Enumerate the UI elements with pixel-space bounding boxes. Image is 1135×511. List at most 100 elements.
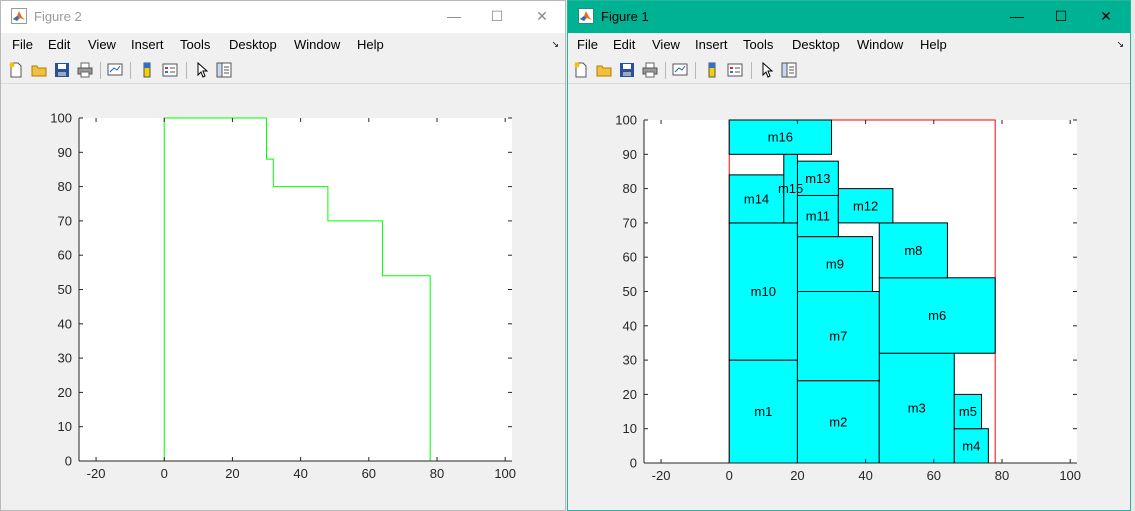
open-file-icon[interactable] [31, 62, 47, 78]
plot-area [79, 118, 512, 461]
window-title: Figure 1 [601, 9, 649, 24]
x-tick-label: 20 [225, 466, 239, 481]
rect-label-m15: m15 [778, 181, 803, 196]
x-tick-label: 40 [293, 466, 307, 481]
x-tick-label: 0 [161, 466, 168, 481]
figure-1-window: Figure 1 — ☐ ✕ File Edit View Insert Too… [567, 0, 1131, 511]
rect-label-m5: m5 [959, 404, 977, 419]
x-tick-label: -20 [652, 468, 671, 483]
insert-colorbar-icon[interactable] [704, 62, 720, 78]
maximize-icon[interactable]: ☐ [1054, 8, 1068, 24]
packed-rect-m5 [953, 393, 983, 430]
minimize-icon[interactable]: — [447, 8, 461, 24]
save-icon[interactable] [619, 62, 635, 78]
menu-edit[interactable]: Edit [48, 37, 71, 52]
menu-insert[interactable]: Insert [695, 37, 728, 52]
close-icon[interactable]: ✕ [536, 8, 548, 24]
rect-label-m14: m14 [744, 191, 769, 206]
toolbar-separator [130, 62, 131, 79]
maximize-icon[interactable]: ☐ [490, 8, 504, 24]
menu-desktop[interactable]: Desktop [792, 37, 840, 52]
toolbar-separator [186, 62, 187, 79]
packed-rect-m8 [878, 222, 948, 279]
menu-overflow-arrow-icon[interactable]: ↘ [551, 39, 559, 49]
packed-rect-m12 [837, 188, 894, 224]
menu-desktop[interactable]: Desktop [229, 37, 277, 52]
y-tick-label: 60 [58, 248, 72, 263]
x-tick-label: 60 [362, 466, 376, 481]
y-tick-label: 50 [58, 282, 72, 297]
new-figure-icon[interactable] [573, 62, 589, 78]
figure-2-plot[interactable]: -20 0 20 40 60 80 100 0 10 20 30 40 50 60 70 80 90 100 [5, 87, 561, 505]
print-icon[interactable] [642, 62, 658, 78]
x-tick-label: 80 [430, 466, 444, 481]
menu-file[interactable]: File [577, 37, 598, 52]
rect-label-m8: m8 [904, 243, 922, 258]
menu-help[interactable]: Help [357, 37, 384, 52]
pointer-icon[interactable] [194, 62, 210, 78]
print-icon[interactable] [77, 62, 93, 78]
rect-label-m3: m3 [908, 401, 926, 416]
rect-label-m6: m6 [928, 308, 946, 323]
open-file-icon[interactable] [596, 62, 612, 78]
y-tick-label: 90 [58, 145, 72, 160]
figure-canvas[interactable]: m1 m2 m3 m4 m5 m6 m7 m8 m9 m10 m11 m12 m13 m14 m15 m16 -… [572, 89, 1126, 506]
packed-rect-m4 [953, 428, 989, 464]
property-inspector-icon[interactable] [216, 62, 232, 78]
matlab-logo-icon [578, 8, 594, 24]
y-tick-label: 70 [623, 215, 637, 230]
x-tick-label: 20 [790, 468, 804, 483]
rect-label-m7: m7 [829, 329, 847, 344]
menu-tools[interactable]: Tools [743, 37, 774, 52]
insert-legend-icon[interactable] [162, 62, 178, 78]
menu-tools[interactable]: Tools [180, 37, 211, 52]
figure-2-window: Figure 2 — ☐ ✕ File Edit View Insert Too… [0, 0, 566, 511]
toolbar [568, 57, 1130, 84]
x-tick-label: 80 [995, 468, 1009, 483]
rect-label-m2: m2 [829, 414, 847, 429]
menu-view[interactable]: View [88, 37, 116, 52]
y-tick-label: 100 [615, 113, 637, 128]
menu-insert[interactable]: Insert [131, 37, 164, 52]
menu-overflow-arrow-icon[interactable]: ↘ [1116, 39, 1124, 49]
menu-window[interactable]: Window [294, 37, 341, 52]
save-icon[interactable] [54, 62, 70, 78]
matlab-logo-icon [11, 8, 27, 24]
y-tick-label: 10 [58, 419, 72, 434]
y-tick-label: 70 [58, 213, 72, 228]
figure-1-plot[interactable]: m1 m2 m3 m4 m5 m6 m7 m8 m9 m10 m11 m12 m13 m14 m15 m16 -… [572, 89, 1126, 506]
insert-legend-icon[interactable] [727, 62, 743, 78]
rect-label-m10: m10 [751, 284, 776, 299]
new-figure-icon[interactable] [8, 62, 24, 78]
x-tick-label: -20 [87, 466, 106, 481]
menu-view[interactable]: View [652, 37, 680, 52]
rect-label-m16: m16 [768, 130, 793, 145]
title-bar[interactable]: Figure 1 — ☐ ✕ [568, 1, 1130, 33]
rect-label-m4: m4 [962, 438, 980, 453]
close-icon[interactable]: ✕ [1100, 8, 1112, 24]
link-plot-icon[interactable] [107, 62, 123, 78]
insert-colorbar-icon[interactable] [139, 62, 155, 78]
menu-window[interactable]: Window [857, 37, 904, 52]
packed-rect-m16 [728, 119, 833, 155]
y-tick-label: 30 [623, 353, 637, 368]
title-bar[interactable]: Figure 2 — ☐ ✕ [1, 1, 565, 33]
y-tick-label: 20 [623, 387, 637, 402]
packed-rect-m1 [728, 359, 798, 464]
rect-label-m1: m1 [754, 404, 772, 419]
window-title: Figure 2 [34, 9, 82, 24]
menu-file[interactable]: File [12, 37, 33, 52]
pointer-icon[interactable] [759, 62, 775, 78]
property-inspector-icon[interactable] [781, 62, 797, 78]
menu-bar: File Edit View Insert Tools Desktop Wind… [1, 33, 565, 57]
figure-canvas[interactable]: -20 0 20 40 60 80 100 0 10 20 30 40 50 60 70 80 90 100 [5, 87, 561, 506]
rect-label-m13: m13 [805, 171, 830, 186]
packed-rect-m6 [878, 277, 996, 354]
toolbar-separator [100, 62, 101, 79]
packed-rect-m14 [728, 174, 785, 224]
menu-edit[interactable]: Edit [613, 37, 636, 52]
link-plot-icon[interactable] [672, 62, 688, 78]
x-tick-label: 60 [927, 468, 941, 483]
minimize-icon[interactable]: — [1010, 8, 1024, 24]
menu-help[interactable]: Help [920, 37, 947, 52]
